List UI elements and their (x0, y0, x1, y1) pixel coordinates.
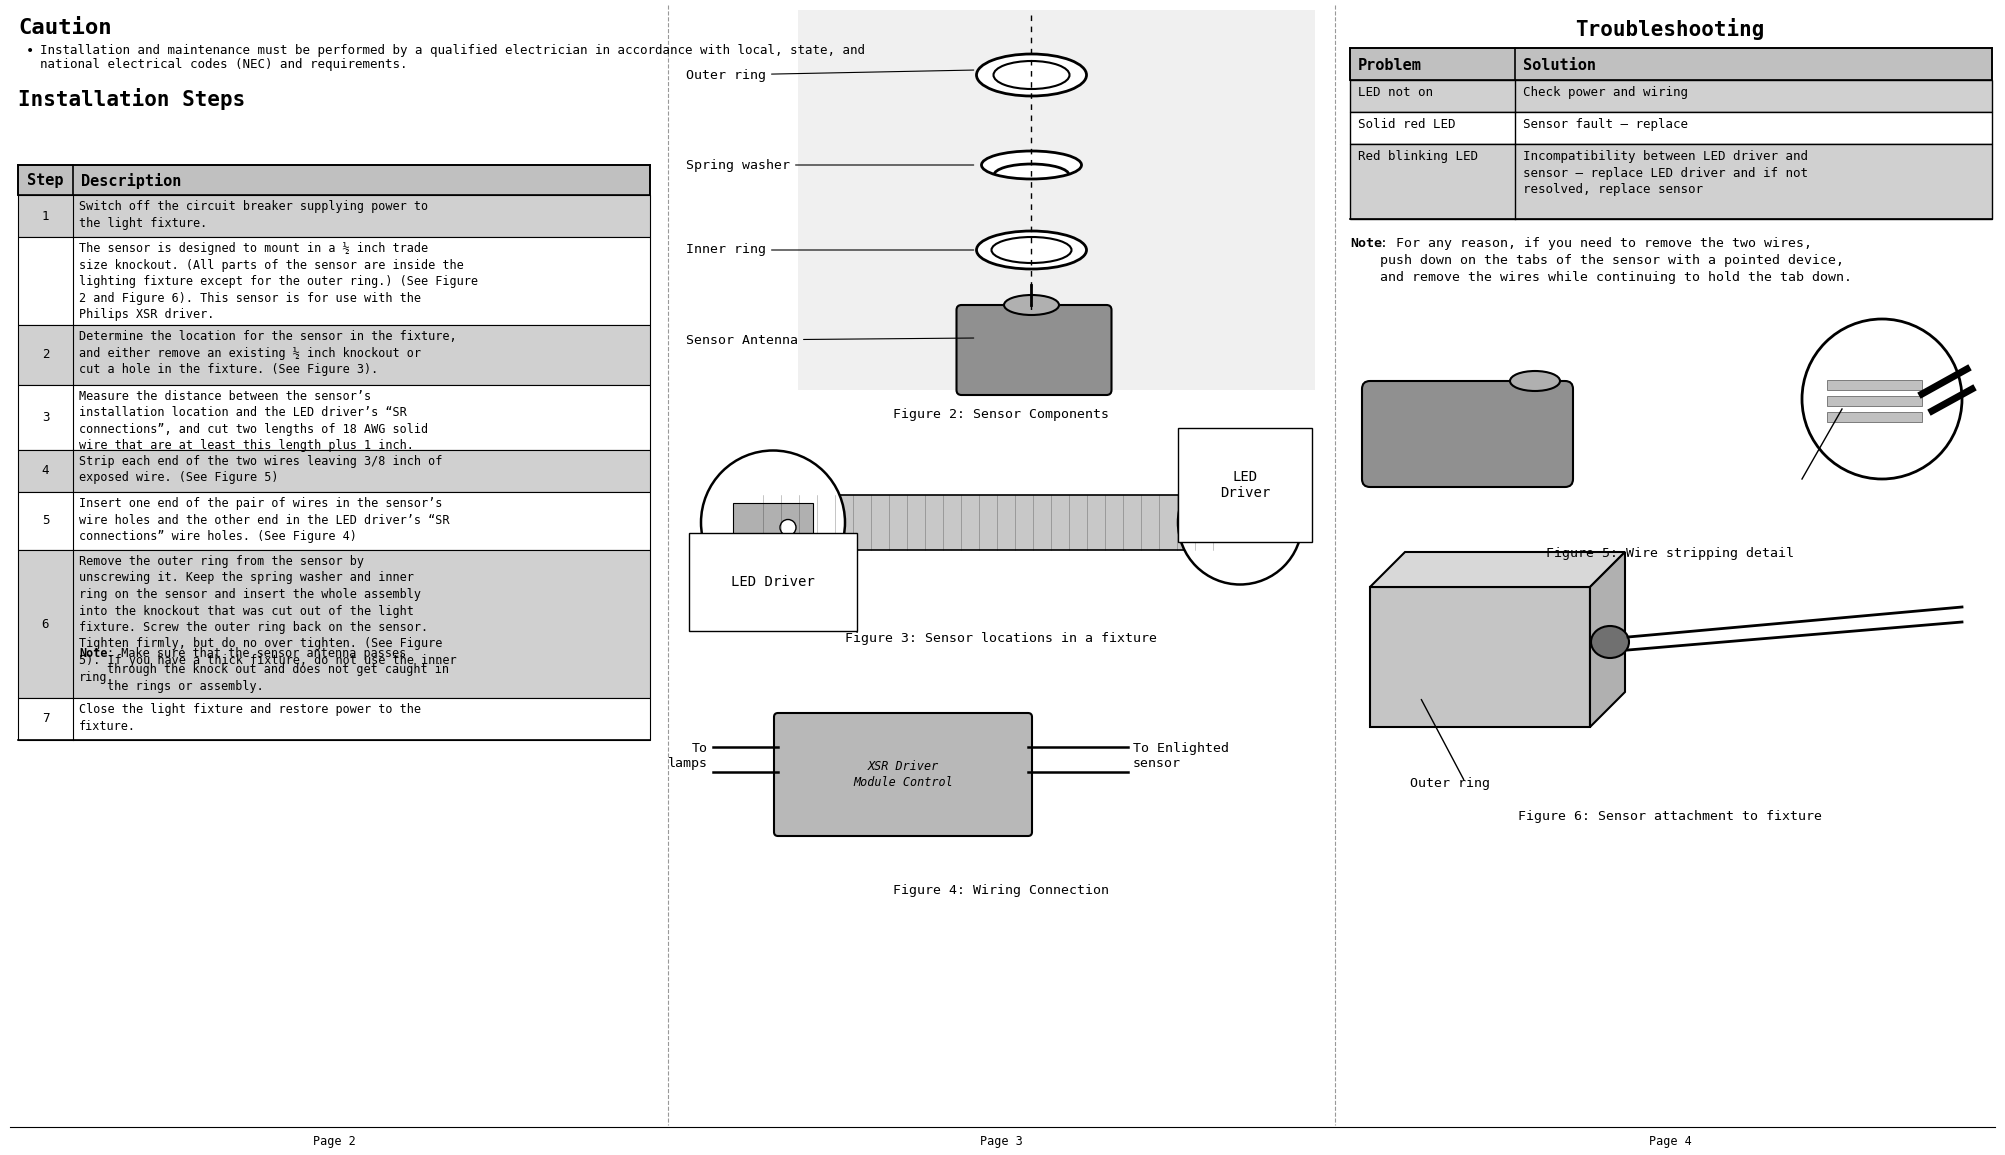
Bar (1349, 112, 1993, 144)
Text: Figure 6: Sensor attachment to fixture: Figure 6: Sensor attachment to fixture (1518, 810, 1823, 824)
Bar (18, 165, 650, 195)
Bar (18, 450, 650, 492)
Text: Installation and maintenance must be performed by a qualified electrician in acc: Installation and maintenance must be per… (40, 44, 864, 57)
Ellipse shape (994, 61, 1069, 89)
Bar (18, 550, 650, 698)
Text: 2: 2 (42, 349, 50, 362)
Text: Figure 2: Sensor Components: Figure 2: Sensor Components (894, 408, 1109, 422)
Text: Figure 5: Wire stripping detail: Figure 5: Wire stripping detail (1546, 547, 1794, 560)
Text: Check power and wiring: Check power and wiring (1524, 85, 1688, 99)
Text: Note: Note (1349, 237, 1381, 249)
Circle shape (1179, 461, 1301, 584)
Bar (18, 237, 650, 325)
Text: Caution: Caution (18, 18, 112, 38)
Bar (18, 698, 650, 740)
Polygon shape (1590, 552, 1624, 726)
Text: Sensor Antenna: Sensor Antenna (686, 334, 974, 346)
Text: Outer ring: Outer ring (686, 68, 974, 82)
FancyBboxPatch shape (956, 305, 1111, 395)
Circle shape (1245, 519, 1259, 532)
Bar (1349, 144, 1993, 219)
Circle shape (702, 450, 844, 595)
Text: Installation Steps: Installation Steps (18, 88, 245, 110)
Text: Sensor fault – replace: Sensor fault – replace (1524, 118, 1688, 131)
Bar (18, 492, 650, 550)
Text: Solution: Solution (1524, 58, 1596, 73)
Text: Page 2: Page 2 (313, 1134, 355, 1148)
Ellipse shape (1005, 295, 1059, 315)
Bar (1369, 587, 1590, 726)
Bar (734, 502, 812, 543)
Text: Troubleshooting: Troubleshooting (1576, 18, 1764, 40)
Bar (1349, 80, 1993, 112)
Text: LED
Driver: LED Driver (1219, 470, 1269, 500)
Text: Description: Description (80, 173, 180, 189)
Ellipse shape (976, 231, 1087, 269)
Polygon shape (1369, 552, 1624, 587)
Circle shape (1802, 319, 1963, 479)
Bar (1827, 380, 1923, 390)
Text: Incompatibility between LED driver and
sensor – replace LED driver and if not
re: Incompatibility between LED driver and s… (1524, 150, 1809, 196)
Text: Step: Step (28, 173, 64, 188)
Text: Spring washer: Spring washer (686, 158, 974, 171)
Text: Determine the location for the sensor in the fixture,
and either remove an exist: Determine the location for the sensor in… (78, 330, 457, 377)
Bar (18, 195, 650, 237)
Text: Remove the outer ring from the sensor by
unscrewing it. Keep the spring washer a: Remove the outer ring from the sensor by… (78, 556, 457, 684)
Text: Page 3: Page 3 (980, 1134, 1023, 1148)
Ellipse shape (1592, 626, 1628, 658)
Text: 7: 7 (42, 713, 50, 725)
Text: Inner ring: Inner ring (686, 244, 974, 256)
Text: Solid red LED: Solid red LED (1357, 118, 1456, 131)
Text: 3: 3 (42, 411, 50, 424)
Bar (754, 495, 1285, 550)
Ellipse shape (992, 237, 1071, 263)
Text: Figure 4: Wiring Connection: Figure 4: Wiring Connection (894, 884, 1109, 897)
Text: To Enlighted
sensor: To Enlighted sensor (1133, 742, 1229, 770)
Text: 6: 6 (42, 618, 50, 631)
Text: Switch off the circuit breaker supplying power to
the light fixture.: Switch off the circuit breaker supplying… (78, 200, 429, 230)
Text: 4: 4 (42, 464, 50, 477)
Text: 1: 1 (42, 209, 50, 223)
FancyBboxPatch shape (774, 713, 1033, 836)
Bar (1205, 505, 1275, 541)
Text: Close the light fixture and restore power to the
fixture.: Close the light fixture and restore powe… (78, 703, 421, 732)
Text: Figure 3: Sensor locations in a fixture: Figure 3: Sensor locations in a fixture (846, 632, 1157, 644)
Ellipse shape (976, 54, 1087, 96)
Text: XSR Driver
Module Control: XSR Driver Module Control (852, 760, 952, 789)
Text: Insert one end of the pair of wires in the sensor’s
wire holes and the other end: Insert one end of the pair of wires in t… (78, 497, 449, 543)
Text: Outer ring: Outer ring (1410, 777, 1490, 790)
Text: : Make sure that the sensor antenna passes
through the knock out and does not ge: : Make sure that the sensor antenna pass… (106, 647, 449, 693)
Text: national electrical codes (NEC) and requirements.: national electrical codes (NEC) and requ… (40, 58, 407, 70)
Text: Problem: Problem (1357, 58, 1422, 73)
Circle shape (780, 520, 796, 536)
Text: 5: 5 (42, 514, 50, 528)
Bar (798, 10, 1315, 390)
Bar (18, 325, 650, 385)
Ellipse shape (982, 151, 1081, 179)
Text: Note: Note (78, 647, 108, 660)
Text: Strip each end of the two wires leaving 3/8 inch of
exposed wire. (See Figure 5): Strip each end of the two wires leaving … (78, 455, 443, 484)
Text: •: • (26, 44, 34, 58)
Text: : For any reason, if you need to remove the two wires,
push down on the tabs of : : For any reason, if you need to remove … (1379, 237, 1853, 284)
Bar (1827, 412, 1923, 422)
Bar (1827, 396, 1923, 407)
Text: Measure the distance between the sensor’s
installation location and the LED driv: Measure the distance between the sensor’… (78, 390, 429, 453)
Ellipse shape (1510, 371, 1560, 392)
Bar (1349, 49, 1993, 80)
Text: To
lamps: To lamps (668, 742, 708, 770)
Text: The sensor is designed to mount in a ½ inch trade
size knockout. (All parts of t: The sensor is designed to mount in a ½ i… (78, 243, 477, 321)
Text: LED Driver: LED Driver (732, 575, 814, 589)
Text: LED not on: LED not on (1357, 85, 1434, 99)
Text: Red blinking LED: Red blinking LED (1357, 150, 1478, 163)
Bar (18, 385, 650, 450)
FancyBboxPatch shape (1361, 381, 1574, 487)
Text: Page 4: Page 4 (1648, 1134, 1692, 1148)
